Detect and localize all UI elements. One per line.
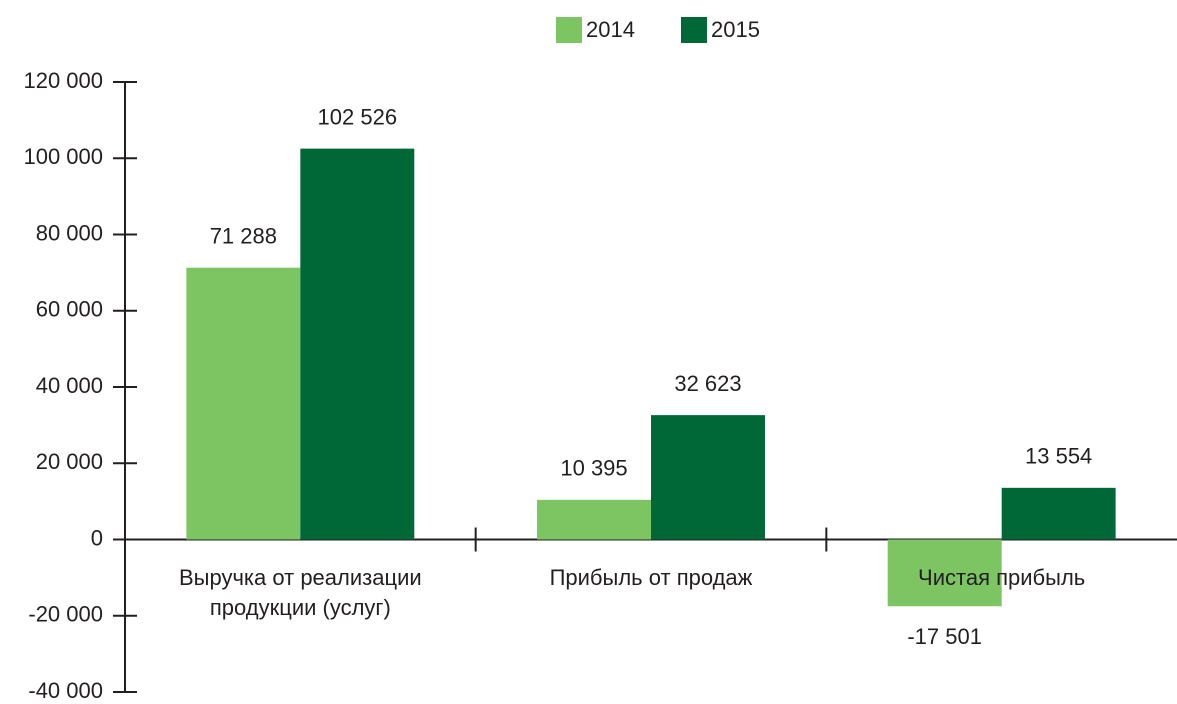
y-tick-label: -40 000 [28,678,103,703]
y-tick-label: 20 000 [36,449,103,474]
bar [186,267,301,540]
y-tick-label: 60 000 [36,297,103,322]
legend-swatch [556,17,582,43]
bar [300,148,415,540]
x-tick-label: Прибыль от продаж [549,564,753,590]
value-label: 71 288 [210,224,277,249]
legend-swatch [681,17,707,43]
value-label: 13 554 [1025,444,1092,469]
bar [537,499,651,540]
y-tick-label: 40 000 [36,373,103,398]
x-tick-label: Выручка от реализации продукции (услуг) [178,564,422,620]
y-tick-label: -20 000 [28,602,103,627]
y-tick-label: 100 000 [23,144,103,169]
y-tick-label: 80 000 [36,220,103,245]
bar [887,539,1002,607]
legend-label: 2014 [586,17,635,42]
y-tick-label: 0 [91,525,103,550]
value-label: 10 395 [560,456,627,481]
value-label: 102 526 [318,104,398,129]
bar [651,415,765,540]
legend-label: 2015 [711,17,760,42]
value-label: 32 623 [674,371,741,396]
y-tick-label: 120 000 [23,68,103,93]
x-tick-label: Чистая прибыль [918,564,1086,590]
bar [1001,487,1116,540]
value-label: -17 501 [907,624,982,649]
